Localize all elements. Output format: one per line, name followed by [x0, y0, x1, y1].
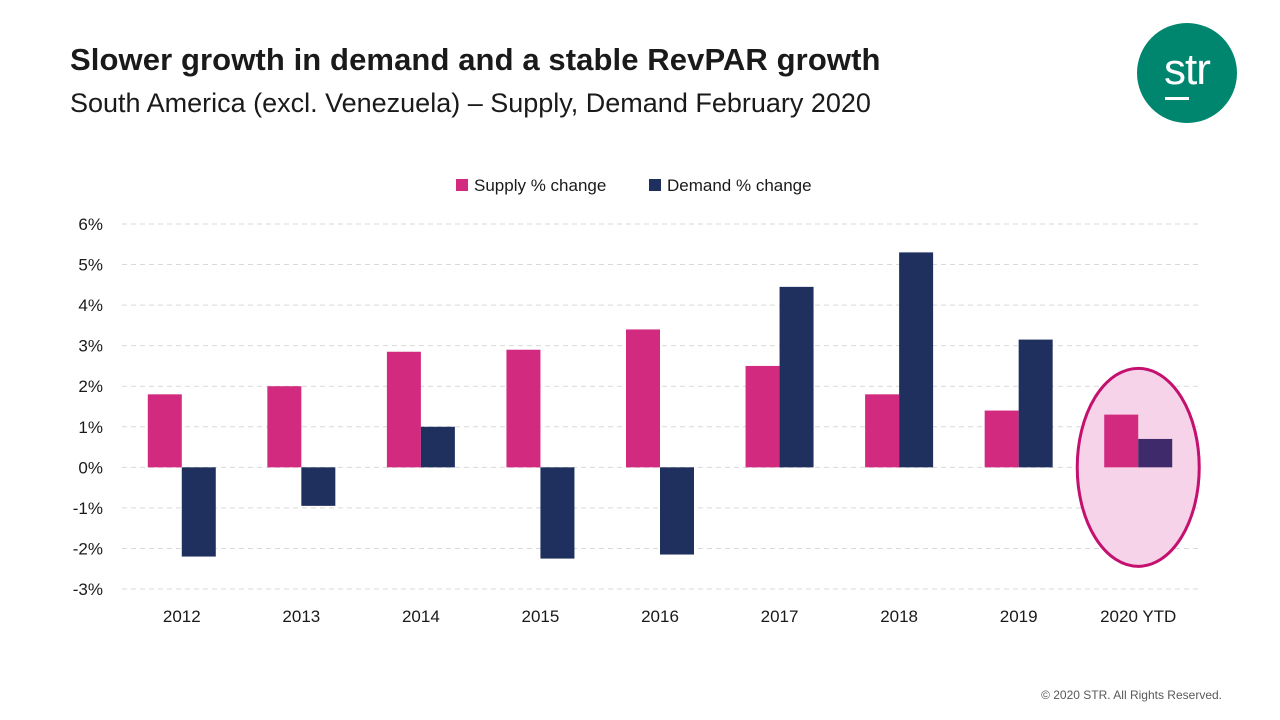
supply-bar	[984, 410, 1019, 468]
demand-bar	[301, 467, 336, 506]
x-tick-label: 2016	[641, 607, 679, 626]
highlight-ellipse	[1075, 366, 1201, 568]
str-logo-text: str	[1164, 45, 1211, 94]
str-logo: str	[1137, 23, 1237, 123]
page-title: Slower growth in demand and a stable Rev…	[70, 42, 881, 77]
supply-bar	[386, 351, 421, 468]
x-tick-label: 2013	[282, 607, 320, 626]
demand-bar	[1138, 438, 1173, 468]
demand-bar	[420, 426, 455, 468]
legend-label-demand: Demand % change	[667, 176, 812, 195]
y-tick-label: 6%	[78, 215, 103, 234]
legend-swatch-supply	[456, 179, 468, 191]
x-tick-label: 2014	[402, 607, 440, 626]
x-tick-label: 2017	[761, 607, 799, 626]
y-tick-label: 4%	[78, 296, 103, 315]
supply-bar	[147, 394, 182, 468]
x-tick-label: 2015	[522, 607, 560, 626]
demand-bar	[899, 252, 934, 468]
x-tick-label: 2020 YTD	[1100, 607, 1176, 626]
supply-bar	[626, 329, 660, 468]
y-tick-label: -1%	[73, 499, 103, 518]
x-tick-label: 2018	[880, 607, 918, 626]
legend-label-supply: Supply % change	[474, 176, 606, 195]
copyright-footer: © 2020 STR. All Rights Reserved.	[1041, 688, 1222, 702]
y-tick-label: 5%	[78, 256, 103, 275]
page-subtitle: South America (excl. Venezuela) – Supply…	[70, 88, 871, 118]
x-tick-label: 2019	[1000, 607, 1038, 626]
supply-bar	[506, 349, 541, 468]
y-tick-label: 2%	[78, 377, 103, 396]
y-tick-label: 1%	[78, 418, 103, 437]
y-tick-label: 0%	[78, 458, 103, 477]
demand-bar	[660, 467, 694, 555]
demand-bar	[540, 467, 575, 559]
supply-bar	[1104, 414, 1139, 468]
supply-bar	[865, 394, 900, 468]
str-logo-underline	[1165, 97, 1189, 100]
y-tick-label: 3%	[78, 337, 103, 356]
legend-swatch-demand	[649, 179, 661, 191]
demand-bar	[181, 467, 216, 557]
demand-bar	[1018, 339, 1053, 468]
y-tick-label: -3%	[73, 580, 103, 599]
demand-bar	[779, 286, 814, 468]
supply-bar	[267, 386, 302, 468]
x-tick-label: 2012	[163, 607, 201, 626]
supply-bar	[745, 365, 780, 468]
y-tick-label: -2%	[73, 539, 103, 558]
